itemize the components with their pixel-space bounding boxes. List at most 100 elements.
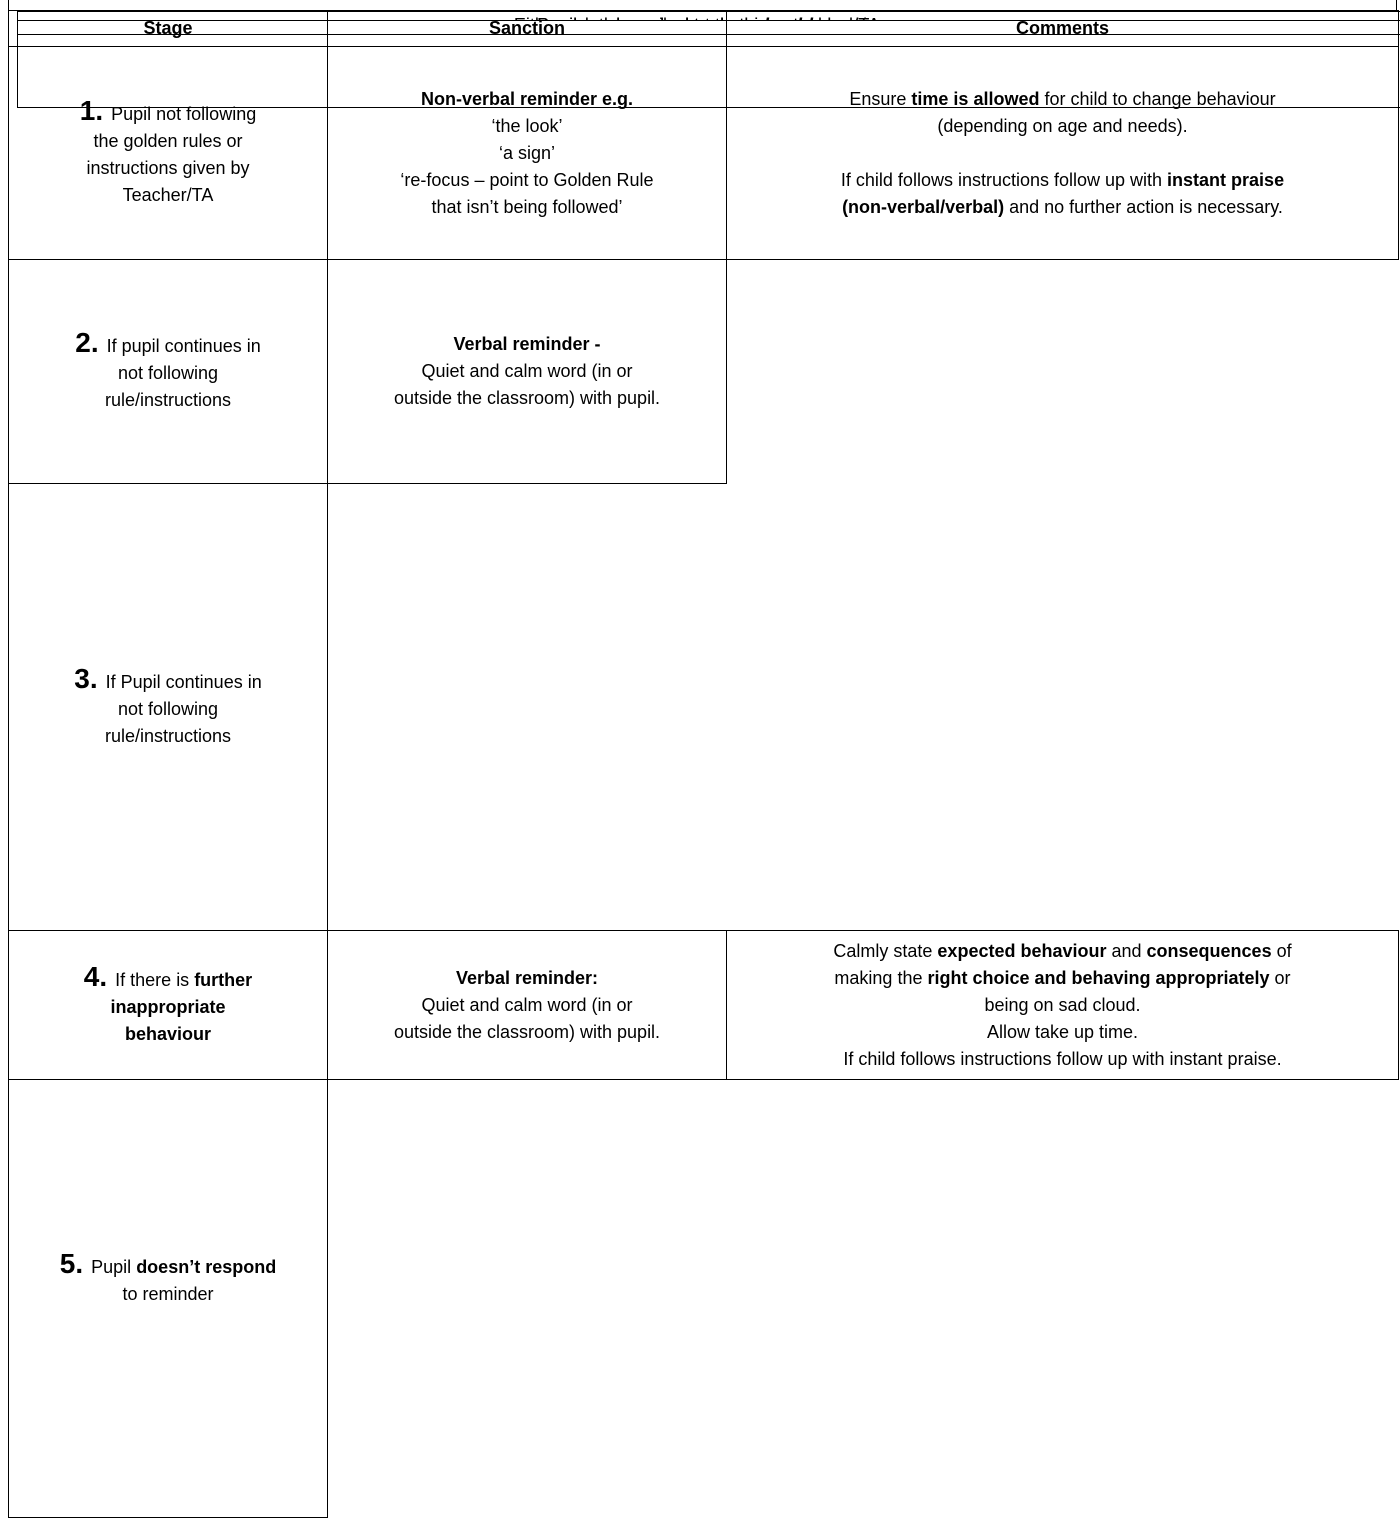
behaviour-table: Stage Sanction Comments 1.Pupil not foll… [8, 10, 1399, 1518]
text-run: the golden rules or [93, 131, 242, 151]
text-line: If child follows instructions follow up … [731, 167, 1394, 194]
text-run: outside the classroom) with pupil. [394, 1022, 660, 1042]
text-line: not following [13, 696, 323, 723]
stage-cell: 5.Pupil doesn’t respond to reminder [9, 1080, 328, 1518]
text-line: Quiet and calm word (in or [332, 992, 722, 1019]
text-line: ‘a sign’ [332, 140, 722, 167]
text-run: doesn’t respond [136, 1257, 276, 1277]
text-line: If child follows instructions follow up … [731, 1046, 1394, 1073]
text-run: and [1106, 941, 1146, 961]
text-line: making the right choice and behaving app… [731, 965, 1394, 992]
storm-cloud-image [573, 107, 850, 108]
text-run: If Pupil continues in [106, 672, 262, 692]
sanction-cell: Verbal reminder: Quiet and calm word (in … [328, 931, 727, 1080]
text-line: rule/instructions [13, 387, 323, 414]
text-block: Pupil can be asked to do this or teacher… [22, 12, 1400, 21]
text-block: Verbal reminder - Quiet and calm word (in… [332, 331, 722, 412]
text-line: outside the classroom) with pupil. [332, 1019, 722, 1046]
text-run: rule/instructions [105, 390, 231, 410]
text-run: ‘the look’ [491, 116, 562, 136]
text-line: rule/instructions [13, 723, 323, 750]
text-line: Verbal reminder: [332, 965, 722, 992]
stage-number: 5. [60, 1248, 83, 1279]
text-run: to reminder [122, 1284, 213, 1304]
text-run: of [1272, 941, 1292, 961]
text-block: If child follows instructions follow up … [731, 167, 1394, 221]
sanction-cell: Move name onto the sad cloud [17, 11, 1400, 108]
text-line: behaviour [13, 1021, 323, 1048]
text-run: ‘re-focus – point to Golden Rule [400, 170, 653, 190]
text-line: that isn’t being followed’ [332, 194, 722, 221]
text-line: outside the classroom) with pupil. [332, 385, 722, 412]
text-line: the golden rules or [13, 128, 323, 155]
text-line: not following [13, 360, 323, 387]
text-run: instant praise [1167, 170, 1284, 190]
text-run: If child follows instructions follow up … [841, 170, 1167, 190]
comments-cell: Calmly state expected behaviour and cons… [727, 931, 1399, 1080]
cell-text: Verbal reminder - Quiet and calm word (in… [332, 331, 722, 412]
text-line: Verbal reminder - [332, 331, 722, 358]
text-run: If pupil continues in [107, 336, 261, 356]
text-run: If child follows instructions follow up … [843, 1049, 1281, 1069]
text-run: Quiet and calm word (in or [421, 361, 632, 381]
text-run: If there is [115, 970, 194, 990]
text-line: Allow take up time. [731, 1019, 1394, 1046]
text-line: 4. If there is further [13, 963, 323, 994]
text-line: Teacher/TA [13, 182, 323, 209]
row: 2. If pupil continues in not following rule… [9, 260, 1399, 484]
sanction-cell: Verbal reminder - Quiet and calm word (in… [328, 260, 727, 484]
text-run: Calmly state [833, 941, 937, 961]
text-line: ‘re-focus – point to Golden Rule [332, 167, 722, 194]
text-run: instructions given by [86, 158, 249, 178]
text-line: instructions given by [13, 155, 323, 182]
text-run: Pupil can be asked to do this or teacher… [537, 15, 885, 21]
stage-number: 4. [84, 961, 107, 992]
stage-text: 5.Pupil doesn’t respond to reminder [13, 1250, 323, 1308]
text-run: further [194, 970, 252, 990]
text-run: or [1270, 968, 1291, 988]
text-line: 5.Pupil doesn’t respond [13, 1250, 323, 1281]
text-line: Pupil can be asked to do this or teacher… [22, 12, 1400, 21]
cell-text: Calmly state expected behaviour and cons… [731, 938, 1394, 1073]
stage-cell: 4. If there is further inappropriate behavi… [9, 931, 328, 1080]
text-line: (non-verbal/verbal) and no further actio… [731, 194, 1394, 221]
cell-text: Pupil can be asked to do this or teacher… [22, 12, 1400, 21]
text-run: consequences [1147, 941, 1272, 961]
text-run: behaviour [125, 1024, 211, 1044]
text-run: being on sad cloud. [984, 995, 1140, 1015]
text-run: not following [118, 699, 218, 719]
row: 4. If there is further inappropriate behavi… [9, 931, 1399, 1080]
text-run: (non-verbal/verbal) [842, 197, 1004, 217]
previous-table-edge [8, 0, 1397, 10]
text-line: 2. If pupil continues in [13, 329, 323, 360]
text-run: Allow take up time. [987, 1022, 1138, 1042]
text-run: expected behaviour [937, 941, 1106, 961]
text-line: (depending on age and needs). [731, 113, 1394, 140]
text-run: (depending on age and needs). [937, 116, 1187, 136]
text-block: Calmly state expected behaviour and cons… [731, 938, 1394, 1073]
comments-cell: Pupil can be asked to do this or teacher… [17, 11, 1400, 21]
text-run: and no further action is necessary. [1004, 197, 1283, 217]
text-block: Verbal reminder: Quiet and calm word (in … [332, 965, 722, 1046]
text-run: rule/instructions [105, 726, 231, 746]
text-run: making the [834, 968, 927, 988]
text-run: right choice and behaving appropriately [927, 968, 1269, 988]
text-line: Quiet and calm word (in or [332, 358, 722, 385]
text-line: Calmly state expected behaviour and cons… [731, 938, 1394, 965]
text-line: ‘the look’ [332, 113, 722, 140]
text-line: to reminder [13, 1281, 323, 1308]
text-run: not following [118, 363, 218, 383]
text-run: outside the classroom) with pupil. [394, 388, 660, 408]
text-run: Teacher/TA [123, 185, 214, 205]
text-run: Verbal reminder - [453, 334, 600, 354]
stage-number: 2. [75, 327, 98, 358]
text-run: ‘a sign’ [499, 143, 555, 163]
text-run: inappropriate [110, 997, 225, 1017]
text-run: Verbal reminder: [456, 968, 598, 988]
